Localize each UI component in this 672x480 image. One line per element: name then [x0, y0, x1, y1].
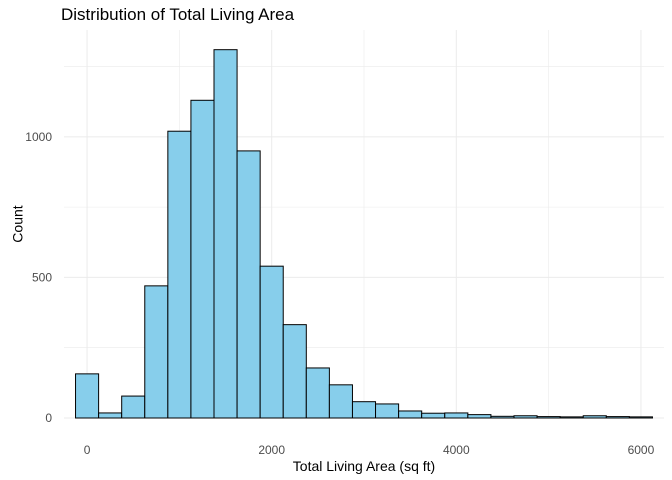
- y-tick-labels: 0 500 1000: [25, 130, 52, 425]
- histogram-bar: [490, 415, 515, 419]
- histogram-bar: [213, 49, 238, 419]
- histogram-bar: [259, 265, 284, 419]
- histogram-bar: [328, 384, 353, 419]
- histogram-bar: [398, 410, 423, 419]
- histogram-bar: [375, 403, 400, 419]
- histogram-bar: [121, 395, 146, 419]
- histogram-bar: [559, 416, 584, 419]
- histogram-bar: [513, 415, 538, 419]
- histogram-bar: [282, 324, 307, 419]
- histogram-bar: [444, 412, 469, 419]
- x-axis-title: Total Living Area (sq ft): [293, 458, 435, 474]
- y-tick-label: 0: [45, 411, 52, 425]
- histogram-bar: [582, 415, 607, 419]
- histogram-bar: [421, 412, 446, 419]
- y-tick-label: 500: [32, 270, 52, 284]
- histogram-bar: [351, 401, 377, 419]
- x-tick-label: 0: [84, 443, 91, 457]
- histogram-bar: [144, 285, 169, 419]
- histogram-bar: [167, 130, 192, 419]
- histogram-bar: [75, 373, 100, 419]
- histogram-bar: [605, 416, 630, 419]
- x-tick-label: 4000: [443, 443, 470, 457]
- chart-title: Distribution of Total Living Area: [61, 5, 295, 24]
- y-axis-title: Count: [10, 205, 26, 242]
- histogram-bar: [190, 99, 215, 419]
- histogram-bar: [628, 416, 653, 419]
- histogram-bar: [98, 412, 123, 419]
- histogram-bar: [305, 367, 330, 419]
- histogram-bars: [75, 49, 653, 419]
- histogram-bar: [236, 150, 261, 419]
- x-tick-labels: 0 2000 4000 6000: [84, 443, 655, 457]
- x-tick-label: 2000: [258, 443, 285, 457]
- histogram-bar: [536, 416, 561, 419]
- histogram-bar: [467, 414, 492, 419]
- x-tick-label: 6000: [628, 443, 655, 457]
- y-tick-label: 1000: [25, 130, 52, 144]
